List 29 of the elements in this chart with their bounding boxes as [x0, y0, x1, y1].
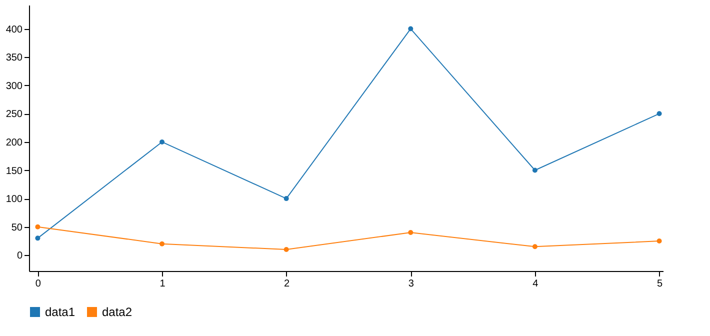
legend-label: data2 — [102, 305, 132, 319]
y-tick-label: 250 — [6, 109, 23, 120]
x-tick-label: 0 — [35, 278, 42, 290]
x-tick-label: 3 — [408, 278, 414, 290]
x-tick-label: 4 — [532, 278, 539, 290]
point — [160, 139, 165, 144]
legend-label: data1 — [45, 305, 76, 319]
point — [656, 238, 662, 244]
y-tick-label: 100 — [6, 194, 23, 206]
x-tick-label: 1 — [160, 278, 166, 290]
point — [284, 196, 289, 202]
y-tick-label: 400 — [6, 24, 23, 36]
y-tick-label: 50 — [11, 222, 23, 234]
point — [160, 241, 165, 246]
point — [532, 168, 538, 173]
x-tick-label: 5 — [656, 278, 663, 290]
point — [656, 111, 662, 116]
point — [284, 247, 289, 252]
y-tick-label: 200 — [6, 137, 23, 148]
x-tick-label: 2 — [284, 278, 290, 290]
y-tick-label: 350 — [6, 52, 23, 64]
y-tick-label: 0 — [16, 250, 23, 262]
y-tick-label: 150 — [6, 166, 23, 177]
point — [35, 224, 40, 230]
point — [532, 244, 538, 250]
point — [408, 26, 414, 32]
point — [35, 236, 40, 241]
y-tick-label: 300 — [6, 80, 23, 92]
point — [408, 230, 414, 236]
